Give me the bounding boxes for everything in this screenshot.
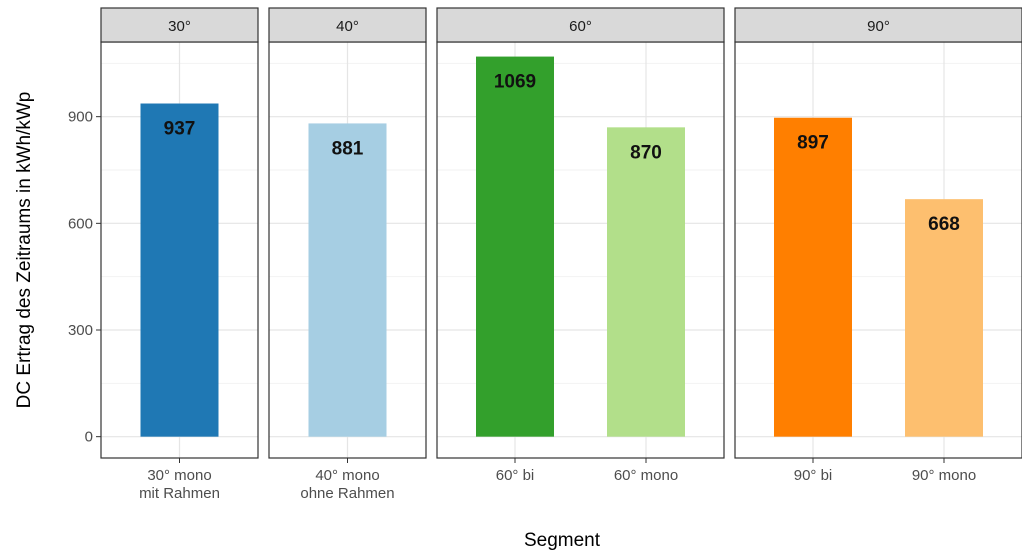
bar-value-label: 881 xyxy=(332,138,364,159)
x-tick-label: 60° mono xyxy=(614,467,678,484)
y-tick-label: 300 xyxy=(68,322,93,339)
y-tick-label: 600 xyxy=(68,215,93,232)
bar xyxy=(308,123,387,437)
facet-strip-label: 90° xyxy=(867,18,890,35)
x-tick-label: 90° mono xyxy=(912,467,976,484)
x-tick-label: 60° bi xyxy=(496,467,535,484)
facet-panel: 897 90° bi 668 90° mono 90° xyxy=(734,7,1022,484)
x-tick-label: 90° bi xyxy=(794,467,833,484)
bar xyxy=(774,117,852,437)
facet-strip-label: 60° xyxy=(569,18,592,35)
facet-strip xyxy=(100,7,259,43)
facet-panel: 1069 60° bi 870 60° mono 60° xyxy=(436,7,725,484)
facet-strip xyxy=(734,7,1022,43)
bar-value-label: 897 xyxy=(797,133,829,154)
bar-value-label: 668 xyxy=(928,214,960,235)
y-axis: 0 300 600 900 xyxy=(68,109,101,446)
y-tick-label: 900 xyxy=(68,109,93,126)
facet-strip-label: 40° xyxy=(336,18,359,35)
bar xyxy=(140,103,219,437)
bar xyxy=(476,56,554,437)
bar xyxy=(607,127,685,437)
facet-strip-label: 30° xyxy=(168,18,191,35)
bar-value-label: 1069 xyxy=(494,72,536,93)
facet-strip xyxy=(268,7,427,43)
bar-value-label: 870 xyxy=(630,142,662,163)
y-axis-title: DC Ertrag des Zeitraums in kWh/kWp xyxy=(14,92,35,409)
facet-panel: 937 30° mono mit Rahmen 30° xyxy=(100,7,259,502)
y-tick-label: 0 xyxy=(85,429,93,446)
x-tick-label: 30° mono mit Rahmen xyxy=(139,467,220,502)
x-tick-label: 40° mono ohne Rahmen xyxy=(300,467,394,502)
facet-strip xyxy=(436,7,725,43)
x-axis-title: Segment xyxy=(524,530,601,551)
facet-panel: 881 40° mono ohne Rahmen 40° xyxy=(268,7,427,502)
facet-panels: 937 30° mono mit Rahmen 30° 881 40° mono ohne … xyxy=(100,7,1022,502)
bar xyxy=(905,199,983,437)
bar-value-label: 937 xyxy=(164,119,196,140)
